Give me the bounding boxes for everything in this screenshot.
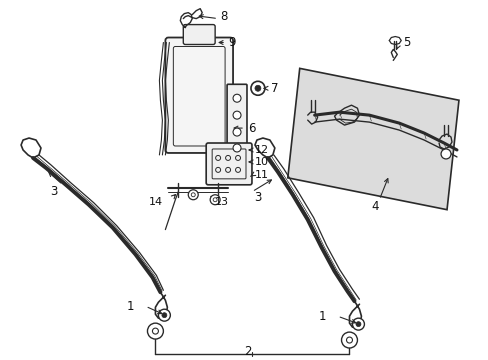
Text: 1: 1: [127, 300, 134, 313]
Circle shape: [158, 309, 170, 321]
Circle shape: [233, 144, 241, 152]
Circle shape: [210, 195, 220, 205]
Circle shape: [188, 190, 198, 200]
Text: 12: 12: [254, 145, 268, 155]
FancyBboxPatch shape: [165, 37, 233, 153]
Circle shape: [233, 111, 241, 119]
Polygon shape: [287, 68, 458, 210]
Text: 11: 11: [254, 170, 268, 180]
Text: 8: 8: [220, 10, 227, 23]
Text: 6: 6: [247, 122, 255, 135]
Text: 9: 9: [227, 36, 235, 49]
Text: 14: 14: [149, 197, 163, 207]
Text: 2: 2: [244, 345, 251, 357]
Circle shape: [233, 94, 241, 102]
Text: 5: 5: [403, 36, 410, 49]
Circle shape: [250, 81, 264, 95]
Circle shape: [162, 313, 166, 318]
Circle shape: [352, 318, 364, 330]
Text: 3: 3: [50, 185, 58, 198]
Text: 10: 10: [254, 157, 268, 167]
FancyBboxPatch shape: [226, 84, 246, 156]
Text: 1: 1: [319, 310, 326, 323]
Circle shape: [147, 323, 163, 339]
FancyBboxPatch shape: [206, 143, 251, 185]
Text: 4: 4: [371, 200, 378, 213]
Circle shape: [440, 149, 450, 159]
Circle shape: [254, 85, 261, 91]
Text: 3: 3: [254, 191, 261, 204]
Circle shape: [355, 321, 360, 327]
FancyBboxPatch shape: [183, 24, 215, 45]
Circle shape: [341, 332, 357, 348]
Text: 7: 7: [270, 82, 278, 95]
Text: 13: 13: [215, 197, 229, 207]
Circle shape: [233, 128, 241, 136]
